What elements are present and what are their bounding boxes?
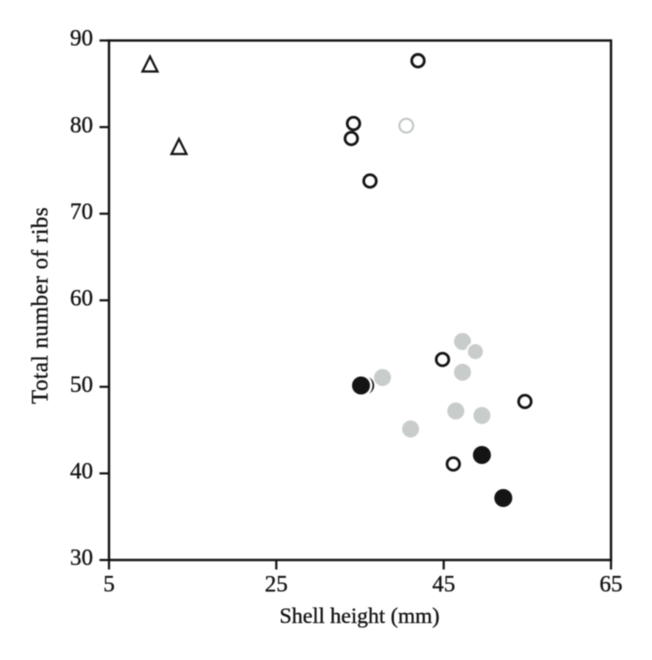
svg-text:50: 50 [70, 372, 93, 397]
svg-text:70: 70 [70, 199, 93, 224]
svg-text:Shell height (mm): Shell height (mm) [279, 603, 439, 628]
svg-text:30: 30 [70, 545, 93, 570]
svg-text:90: 90 [70, 26, 93, 51]
svg-text:60: 60 [70, 286, 93, 311]
svg-text:Total number of ribs: Total number of ribs [28, 207, 53, 404]
svg-text:40: 40 [70, 459, 93, 484]
svg-text:80: 80 [70, 112, 93, 137]
svg-text:5: 5 [103, 572, 115, 597]
svg-text:45: 45 [432, 572, 455, 597]
svg-text:25: 25 [265, 572, 288, 597]
svg-text:65: 65 [600, 572, 623, 597]
